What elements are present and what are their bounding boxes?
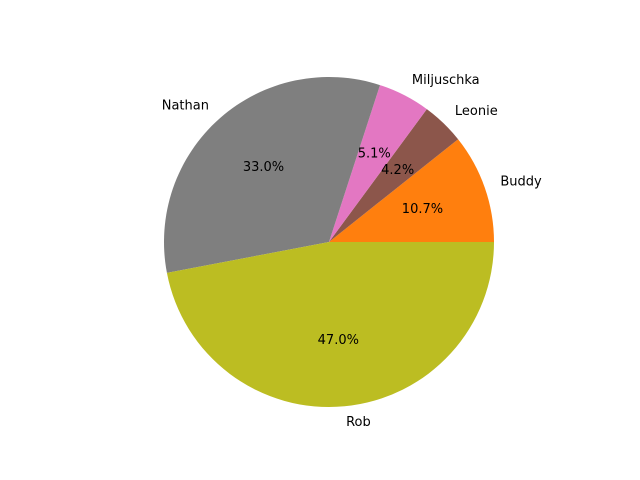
pie-slice-rob [166,242,495,408]
pie-slice-miljuschka [329,85,427,242]
pie-labels: Buddy 10.7% Leonie 4.2% Miljuschka 5.1% Nathan… [162,73,542,430]
pct-label-buddy: 10.7% [402,202,443,217]
slice-label-nathan: Nathan [162,98,209,113]
slice-label-buddy: Buddy [500,175,542,190]
pct-label-rob: 47.0% [318,333,359,348]
pct-label-miljuschka: 5.1% [358,146,391,161]
pie-slice-nathan [163,77,380,273]
pie-slice-leonie [329,109,459,243]
slice-label-rob: Rob [346,415,371,430]
slice-label-miljuschka: Miljuschka [412,73,480,88]
pct-label-leonie: 4.2% [381,163,414,178]
pie-slice-buddy [329,139,494,242]
slice-label-leonie: Leonie [455,104,498,119]
pct-label-nathan: 33.0% [243,160,284,175]
pie-slices [163,77,495,408]
